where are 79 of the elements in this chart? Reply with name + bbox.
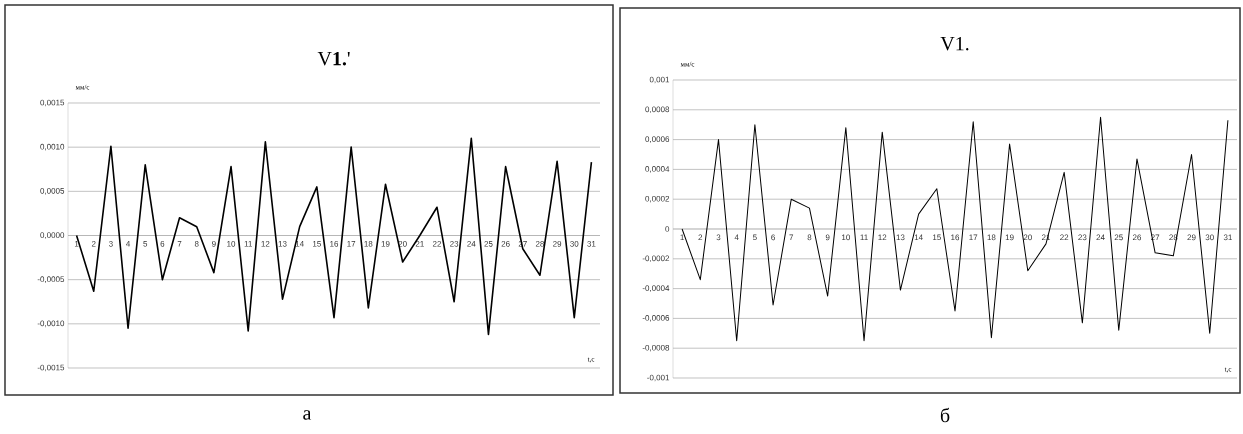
x-tick-label: 10 xyxy=(227,241,236,247)
x-tick-label: 23 xyxy=(450,241,459,247)
x-tick-label: 15 xyxy=(313,241,321,247)
y-tick-label: -0,0004 xyxy=(642,285,670,292)
y-tick-label: -0,0006 xyxy=(642,315,670,322)
x-tick-label: 18 xyxy=(987,234,996,241)
x-tick-label: 5 xyxy=(143,241,148,247)
x-tick-label: 24 xyxy=(467,241,476,247)
x-tick-label: 24 xyxy=(1096,234,1105,241)
x-tick-label: 13 xyxy=(278,241,287,247)
x-tick-label: 12 xyxy=(878,234,887,241)
x-tick-label: 6 xyxy=(771,234,775,241)
x-tick-label: 1 xyxy=(74,241,79,247)
x-tick-label: 14 xyxy=(914,234,923,241)
x-tick-label: 3 xyxy=(108,241,113,247)
x-tick-label: 28 xyxy=(535,241,545,247)
x-tick-label: 20 xyxy=(1023,234,1032,241)
y-tick-label: 0,0010 xyxy=(40,143,65,151)
x-tick-label: 4 xyxy=(126,241,131,247)
x-tick-label: 30 xyxy=(1205,234,1214,241)
text: б xyxy=(940,407,950,423)
x-tick-label: 18 xyxy=(364,241,373,247)
x-tick-label: 23 xyxy=(1078,234,1087,241)
x-tick-label: 6 xyxy=(160,241,165,247)
x-tick-label: 12 xyxy=(261,241,270,247)
x-tick-label: 19 xyxy=(381,241,390,247)
x-tick-label: 29 xyxy=(553,241,562,247)
x-tick-label: 2 xyxy=(91,241,96,247)
x-tick-label: 15 xyxy=(932,234,941,241)
x-tick-label: 22 xyxy=(432,241,442,247)
x-tick-label: 4 xyxy=(734,234,739,241)
y-tick-label: 0,0005 xyxy=(40,188,65,195)
x-tick-label: 10 xyxy=(842,234,850,241)
x-tick-label: 30 xyxy=(570,241,579,247)
y-tick-label: -0,0010 xyxy=(37,320,65,328)
x-tick-label: 11 xyxy=(860,234,868,241)
x-tick-label: 16 xyxy=(330,241,339,247)
x-tick-label: 26 xyxy=(501,241,510,247)
y-tick-label: 0,0002 xyxy=(645,195,670,203)
x-tick-label: 9 xyxy=(825,234,830,241)
y-tick-label: 0,0006 xyxy=(645,136,670,143)
y-tick-label: 0,0008 xyxy=(645,106,670,114)
x-tick-label: 19 xyxy=(1005,234,1014,241)
x-tick-label: 1 xyxy=(680,234,684,241)
x-tick-label: 5 xyxy=(752,234,757,241)
x-tick-label: 17 xyxy=(347,241,356,247)
chart-title: V1.' xyxy=(317,51,350,66)
y-tick-label: 0,0015 xyxy=(40,99,65,107)
y-tick-label: -0,0005 xyxy=(37,276,65,283)
x-tick-label: 17 xyxy=(969,234,978,241)
x-tick-label: 14 xyxy=(295,241,304,247)
y-tick-label: 0,0004 xyxy=(645,166,670,173)
x-tick-label: 31 xyxy=(1223,234,1232,241)
y-tick-label: 0 xyxy=(665,226,670,232)
x-tick-label: 21 xyxy=(415,241,424,247)
x-tick-label: 26 xyxy=(1132,234,1142,241)
x-tick-label: 22 xyxy=(1060,234,1069,241)
x-tick-label: 16 xyxy=(951,234,960,241)
x-tick-label: 8 xyxy=(194,241,199,247)
y-tick-label: -0,0002 xyxy=(642,255,670,263)
y-tick-label: -0,0015 xyxy=(37,364,65,372)
chart-title: V1. xyxy=(940,36,969,51)
x-tick-label: 7 xyxy=(789,234,794,241)
x-tick-label: 9 xyxy=(212,241,216,247)
y-tick-label: 0,001 xyxy=(649,76,670,84)
y-tick-label: -0,0008 xyxy=(642,344,670,352)
x-tick-label: 25 xyxy=(484,241,493,247)
x-tick-label: 31 xyxy=(587,241,596,247)
y-tick-label: 0,0000 xyxy=(40,232,65,239)
x-tick-label: 29 xyxy=(1187,234,1196,241)
x-tick-label: 25 xyxy=(1114,234,1123,241)
x-tick-label: 13 xyxy=(896,234,905,241)
y-tick-label: -0,001 xyxy=(647,374,670,382)
x-tick-label: 3 xyxy=(716,234,721,241)
x-tick-label: 11 xyxy=(244,241,252,247)
text: а xyxy=(303,410,312,420)
x-tick-label: 8 xyxy=(807,234,812,241)
x-tick-label: 2 xyxy=(698,234,703,241)
x-tick-label: 7 xyxy=(177,241,182,247)
